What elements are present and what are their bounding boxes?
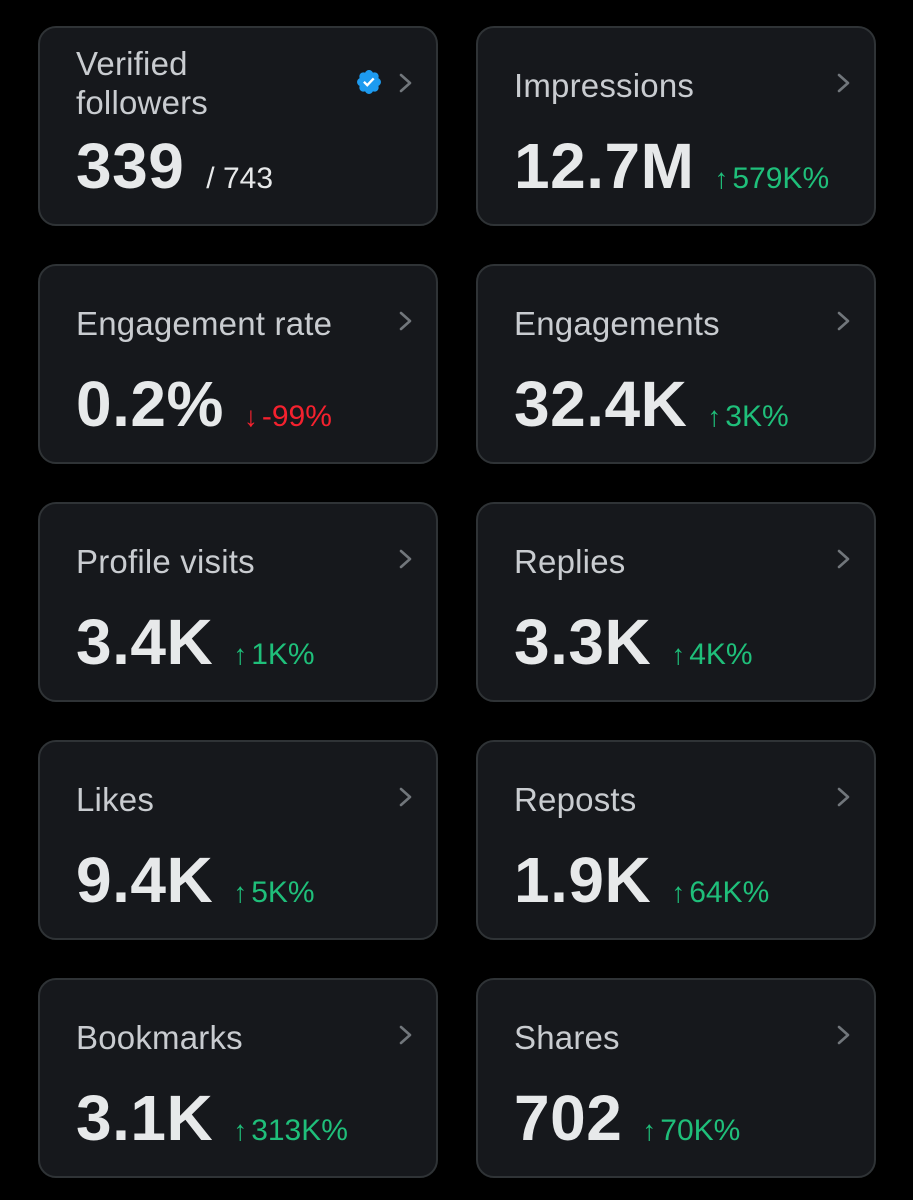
arrow-up-icon: ↑: [233, 639, 248, 670]
change-value: 3K%: [725, 400, 789, 433]
value-row: 1.9K ↑ 64K%: [514, 845, 769, 915]
arrow-up-icon: ↑: [233, 877, 248, 908]
metric-value: 1.9K: [514, 844, 652, 916]
metric-value: 3.4K: [76, 606, 214, 678]
chevron-right-icon[interactable]: [394, 306, 418, 336]
card-label: Profile visits: [76, 543, 255, 580]
chevron-right-icon[interactable]: [832, 544, 856, 574]
change-indicator: ↑ 5K%: [233, 876, 314, 910]
change-indicator: ↓ -99%: [244, 400, 332, 434]
card-replies[interactable]: Replies 3.3K ↑ 4K%: [476, 502, 876, 702]
chevron-right-icon[interactable]: [394, 544, 418, 574]
change-value: -99%: [261, 400, 332, 433]
value-row: 3.4K ↑ 1K%: [76, 607, 315, 677]
card-label: Engagements: [514, 305, 720, 342]
value-row: 3.3K ↑ 4K%: [514, 607, 753, 677]
card-likes[interactable]: Likes 9.4K ↑ 5K%: [38, 740, 438, 940]
card-label: Likes: [76, 781, 155, 818]
change-indicator: ↑ 3K%: [707, 400, 788, 434]
change-indicator: ↑ 4K%: [671, 638, 752, 672]
chevron-right-icon[interactable]: [832, 782, 856, 812]
chevron-right-icon[interactable]: [832, 306, 856, 336]
metric-value: 339: [76, 130, 185, 202]
change-indicator: ↑ 579K%: [714, 162, 829, 196]
value-row: 32.4K ↑ 3K%: [514, 369, 789, 439]
change-value: 313K%: [251, 1114, 348, 1147]
arrow-up-icon: ↑: [671, 877, 686, 908]
arrow-up-icon: ↑: [671, 639, 686, 670]
card-shares[interactable]: Shares 702 ↑ 70K%: [476, 978, 876, 1178]
change-value: 70K%: [660, 1114, 741, 1147]
metric-value: 3.3K: [514, 606, 652, 678]
change-indicator: ↑ 313K%: [233, 1114, 348, 1148]
chevron-right-icon[interactable]: [832, 1020, 856, 1050]
card-label: Verified followers: [76, 45, 209, 121]
card-profile-visits[interactable]: Profile visits 3.4K ↑ 1K%: [38, 502, 438, 702]
metric-total: / 743: [206, 162, 274, 195]
chevron-right-icon[interactable]: [394, 1020, 418, 1050]
card-label: Engagement rate: [76, 305, 333, 342]
card-label: Replies: [514, 543, 626, 580]
card-engagement-rate[interactable]: Engagement rate 0.2% ↓ -99%: [38, 264, 438, 464]
verified-badge-icon: [357, 70, 381, 94]
metric-value: 0.2%: [76, 368, 224, 440]
change-indicator: ↑ 64K%: [671, 876, 769, 910]
card-label: Bookmarks: [76, 1019, 243, 1056]
card-bookmarks[interactable]: Bookmarks 3.1K ↑ 313K%: [38, 978, 438, 1178]
chevron-right-icon[interactable]: [832, 68, 856, 98]
change-value: 64K%: [689, 876, 770, 909]
chevron-right-icon[interactable]: [394, 782, 418, 812]
value-row: 9.4K ↑ 5K%: [76, 845, 315, 915]
metric-value: 9.4K: [76, 844, 214, 916]
change-value: 1K%: [251, 638, 315, 671]
change-indicator: ↑ 1K%: [233, 638, 314, 672]
card-verified-followers[interactable]: Verified followers 339 / 743: [38, 26, 438, 226]
card-label: Impressions: [514, 67, 695, 104]
card-impressions[interactable]: Impressions 12.7M ↑ 579K%: [476, 26, 876, 226]
chevron-right-icon[interactable]: [394, 68, 418, 98]
card-label: Reposts: [514, 781, 637, 818]
card-engagements[interactable]: Engagements 32.4K ↑ 3K%: [476, 264, 876, 464]
change-value: 5K%: [251, 876, 315, 909]
card-reposts[interactable]: Reposts 1.9K ↑ 64K%: [476, 740, 876, 940]
metrics-grid: Verified followers 339 / 743 Impressions…: [38, 26, 876, 1178]
value-row: 339 / 743: [76, 131, 273, 201]
arrow-down-icon: ↓: [243, 401, 258, 432]
value-row: 12.7M ↑ 579K%: [514, 131, 829, 201]
metric-value: 3.1K: [76, 1082, 214, 1154]
card-label: Shares: [514, 1019, 620, 1056]
metric-value: 12.7M: [514, 130, 695, 202]
arrow-up-icon: ↑: [642, 1115, 657, 1146]
change-value: 4K%: [689, 638, 753, 671]
metric-value: 32.4K: [514, 368, 688, 440]
change-value: 579K%: [732, 162, 830, 195]
value-row: 702 ↑ 70K%: [514, 1083, 740, 1153]
metric-value: 702: [514, 1082, 623, 1154]
arrow-up-icon: ↑: [714, 163, 729, 194]
change-indicator: ↑ 70K%: [642, 1114, 740, 1148]
arrow-up-icon: ↑: [233, 1115, 248, 1146]
arrow-up-icon: ↑: [707, 401, 722, 432]
value-row: 0.2% ↓ -99%: [76, 369, 332, 439]
value-row: 3.1K ↑ 313K%: [76, 1083, 348, 1153]
